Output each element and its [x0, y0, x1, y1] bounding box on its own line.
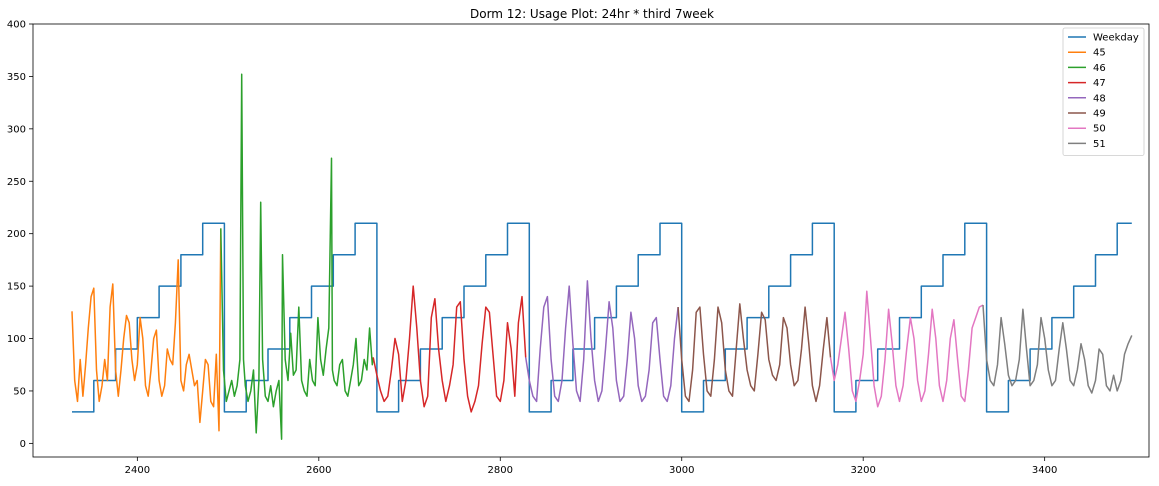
legend-box [1062, 27, 1145, 156]
series-line-weekday [72, 222, 1132, 413]
series-line-49 [677, 303, 832, 403]
y-tick-label: 0 [20, 439, 26, 450]
y-tick-label: 200 [7, 229, 26, 240]
y-tick-label: 300 [7, 124, 26, 135]
legend-label: Weekday [1093, 33, 1139, 44]
x-tick-label: 3400 [1032, 465, 1057, 476]
y-tick-label: 350 [7, 72, 26, 83]
legend: Weekday 45 46 47 48 49 50 51 [1062, 27, 1145, 156]
plot-frame [32, 23, 1150, 458]
plot-area [71, 73, 1133, 440]
x-tick-label: 2400 [125, 465, 150, 476]
series-line-45 [71, 228, 222, 432]
legend-label: 46 [1093, 63, 1106, 74]
series-line-50 [829, 290, 984, 408]
legend-label: 49 [1093, 109, 1106, 120]
axes: 0 50 100 150 200 250 300 350 400 2400 2600 2800 3000… [7, 20, 1150, 476]
legend-label: 51 [1093, 139, 1106, 150]
legend-label: 48 [1093, 93, 1106, 104]
series-group [71, 73, 1133, 440]
x-tick-label: 3200 [850, 465, 875, 476]
legend-label: 50 [1093, 124, 1106, 135]
series-line-48 [524, 280, 679, 403]
series-line-51 [982, 304, 1133, 394]
y-tick-label: 100 [7, 334, 26, 345]
chart-title: Dorm 12: Usage Plot: 24hr * third 7week [470, 7, 714, 21]
y-tick-label: 50 [13, 386, 26, 397]
legend-label: 45 [1093, 48, 1106, 59]
legend-label: 47 [1093, 78, 1106, 89]
y-tick-label: 400 [7, 20, 26, 31]
series-line-46 [220, 73, 374, 440]
x-tick-label: 3000 [669, 465, 694, 476]
y-tick-label: 150 [7, 282, 26, 293]
x-tick-label: 2600 [306, 465, 331, 476]
y-tick-label: 250 [7, 177, 26, 188]
series-line-47 [372, 285, 527, 413]
x-tick-label: 2800 [488, 465, 513, 476]
